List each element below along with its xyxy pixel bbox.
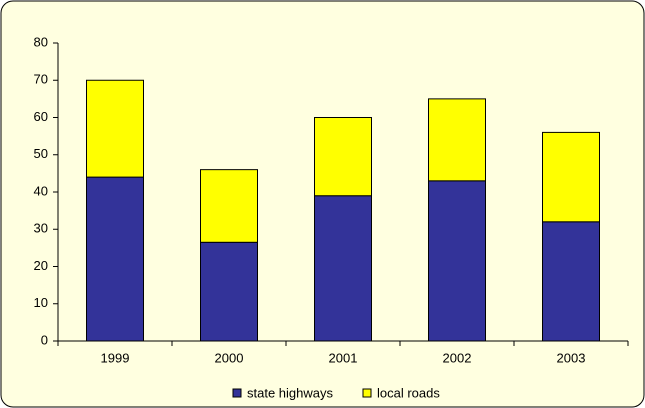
y-tick-label: 70 <box>34 72 48 87</box>
y-tick-label: 40 <box>34 183 48 198</box>
bar-segment <box>314 195 372 342</box>
bar-segment <box>86 79 144 178</box>
legend-swatch <box>232 388 242 398</box>
y-tick-label: 50 <box>34 146 48 161</box>
y-tick-label: 60 <box>34 109 48 124</box>
legend-swatch <box>362 388 372 398</box>
bar-segment <box>428 180 486 342</box>
bar-segment <box>428 98 486 182</box>
bar-segment <box>542 221 600 342</box>
bar-segment <box>542 131 600 223</box>
bar-segment <box>86 176 144 342</box>
y-tick-label: 20 <box>34 258 48 273</box>
legend-label: local roads <box>377 385 440 400</box>
bar-segment <box>200 241 258 342</box>
y-tick-label: 0 <box>41 332 48 347</box>
x-tick-label: 2000 <box>215 350 244 365</box>
legend-label: state highways <box>247 385 333 400</box>
bar-segment <box>200 169 258 243</box>
y-tick-label: 30 <box>34 221 48 236</box>
y-tick-label: 10 <box>34 295 48 310</box>
y-tick-label: 80 <box>34 34 48 49</box>
bar-segment <box>314 117 372 197</box>
x-tick-label: 1999 <box>101 350 130 365</box>
x-tick-label: 2003 <box>557 350 586 365</box>
x-tick-label: 2002 <box>443 350 472 365</box>
x-tick-label: 2001 <box>329 350 358 365</box>
